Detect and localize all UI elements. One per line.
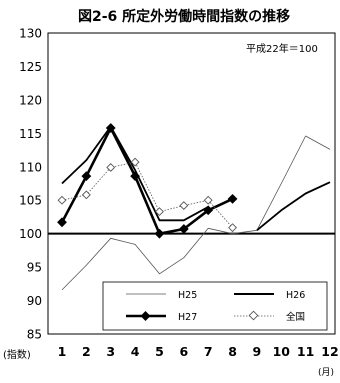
series-line [61,161,233,228]
y-tick-label: 120 [19,93,42,107]
data-point [179,201,189,211]
data-point [57,217,67,228]
x-tick-label: 4 [131,344,140,359]
series-line [61,135,331,291]
x-tick-label: 5 [155,344,164,359]
series-group [57,157,237,233]
series-group [61,125,331,231]
plot-area [47,32,336,335]
y-tick-label: 105 [19,194,42,208]
y-tick-label: 85 [27,328,42,342]
data-point [105,123,116,133]
legend-marker-zenkoku [248,310,259,321]
y-tick-label: 100 [19,227,42,241]
x-tick-label: 2 [82,344,91,359]
x-axis-unit: (月) [318,367,334,378]
data-point [81,190,91,200]
x-tick-label: 7 [204,344,213,359]
scale-annotation: 平成22年＝100 [246,42,318,55]
series-layer [57,123,331,291]
data-point [228,223,237,233]
x-tick-label: 6 [179,344,188,359]
data-point [130,171,140,182]
x-tick-label: 12 [321,344,338,359]
legend-box [102,281,328,331]
data-point [130,157,140,167]
y-axis-ticks: 85 90 95 100 105 110 115 120 125 130 [19,27,42,342]
y-tick-label: 90 [27,294,42,308]
data-point [203,195,213,205]
data-point [227,193,238,204]
data-point [178,224,189,234]
data-point [154,228,165,239]
y-axis-label: (指数) [3,348,31,361]
data-point [57,195,67,205]
y-tick-label: 115 [19,127,42,141]
chart-title: 図2-6 所定外労働時間指数の推移 [78,8,290,25]
series-line [60,126,234,235]
series-group [57,123,238,239]
legend: H25 H26 H27 全国 [102,281,328,331]
x-tick-label: 3 [106,344,115,359]
data-point [203,205,214,216]
series-line [256,181,331,231]
data-point [106,163,116,172]
x-tick-label: 8 [228,344,237,359]
legend-label-h27: H27 [178,312,197,323]
x-tick-label: 10 [273,344,291,359]
x-tick-label: 1 [58,344,67,359]
legend-marker-h27 [140,311,151,321]
y-tick-label: 110 [19,160,42,174]
y-tick-label: 95 [27,261,42,275]
x-tick-label: 9 [253,344,262,359]
x-axis-ticks: 1 2 3 4 5 6 7 8 9 10 11 12 [58,344,339,359]
y-tick-label: 130 [19,27,42,41]
data-point [155,207,164,217]
legend-label-h26: H26 [286,290,305,301]
series-group [61,135,331,291]
y-tick-label: 125 [19,60,42,74]
legend-label-h25: H25 [178,290,197,301]
legend-label-zenkoku: 全国 [286,311,305,323]
x-tick-label: 11 [297,344,314,359]
data-point [81,171,92,182]
series-line [61,125,209,222]
